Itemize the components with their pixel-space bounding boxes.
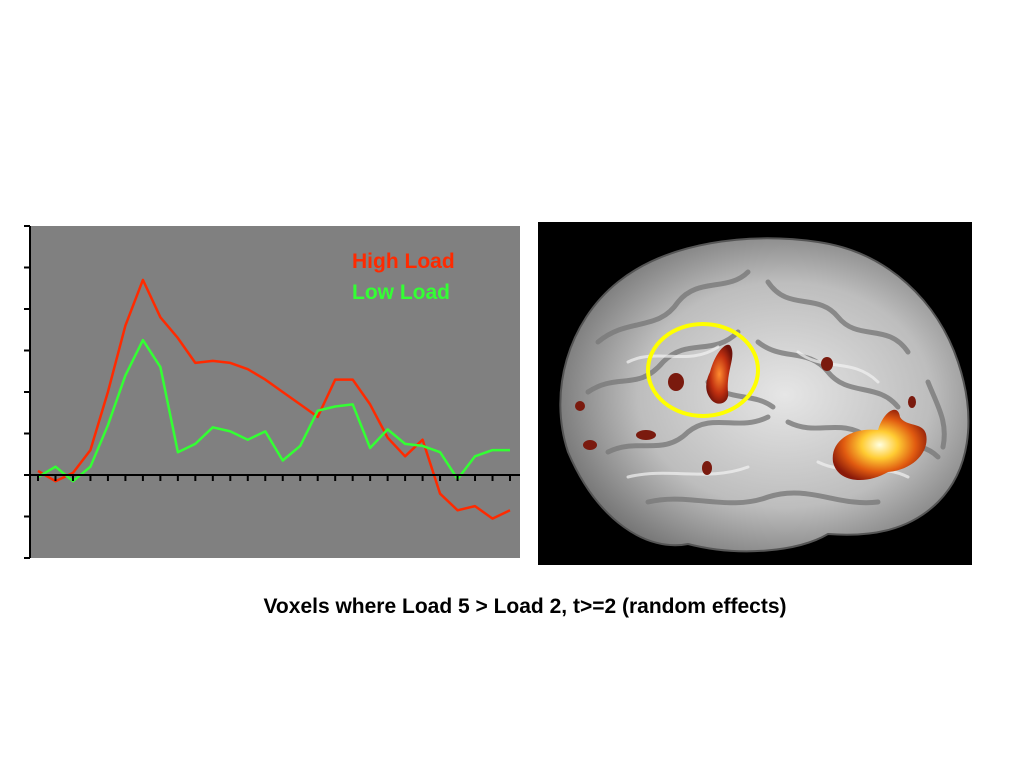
activation-cluster-small-1 bbox=[668, 373, 684, 391]
line-chart: High Load Low Load bbox=[24, 225, 520, 559]
activation-cluster-parietal bbox=[706, 344, 733, 404]
activation-cluster-small-3 bbox=[636, 430, 656, 440]
brain-mri-panel bbox=[538, 222, 972, 565]
series-line-low-load bbox=[37, 338, 510, 483]
series-line-high-load bbox=[37, 278, 511, 520]
series-lines bbox=[37, 278, 511, 520]
figure-caption: Voxels where Load 5 > Load 2, t>=2 (rand… bbox=[263, 595, 787, 618]
activation-cluster-frontal bbox=[832, 409, 927, 481]
axes bbox=[24, 225, 520, 559]
activation-cluster-small-2 bbox=[821, 357, 833, 371]
activation-cluster-small-4 bbox=[575, 401, 585, 411]
activation-cluster-small-5 bbox=[583, 440, 597, 450]
plot-background bbox=[30, 226, 520, 558]
activation-cluster-small-6 bbox=[702, 461, 712, 475]
legend-low-load: Low Load bbox=[352, 281, 450, 304]
roi-circle bbox=[646, 322, 760, 418]
sagittal-brain-mri-icon bbox=[559, 237, 970, 553]
activation-cluster-small-7 bbox=[908, 396, 916, 408]
brain-outline bbox=[559, 237, 970, 553]
legend-high-load: High Load bbox=[352, 250, 455, 273]
